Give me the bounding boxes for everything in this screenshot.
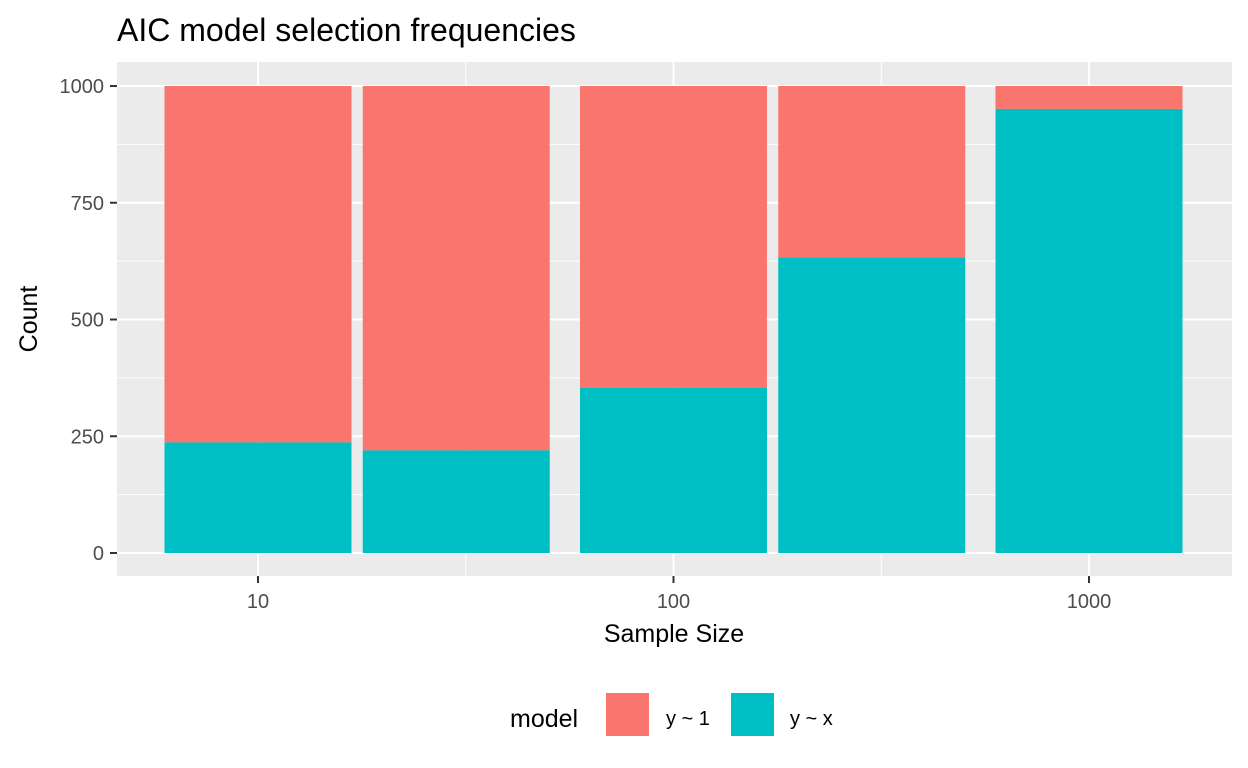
x-tick-label: 100: [657, 591, 690, 613]
legend-label-y-1: y ~ 1: [666, 708, 710, 730]
bar-y-1-30: [362, 86, 550, 451]
bar-y-x-10: [164, 442, 352, 553]
y-axis: 0 250 500 750 1000: [60, 76, 117, 565]
y-tick-label: 0: [93, 543, 104, 565]
y-axis-title: Count: [15, 286, 43, 353]
y-tick-label: 1000: [60, 76, 105, 98]
y-tick-label: 750: [71, 193, 104, 215]
x-axis-title: Sample Size: [604, 620, 744, 648]
legend-swatch-y-x: [731, 693, 774, 736]
bar-y-x-30: [362, 450, 550, 553]
chart-title: AIC model selection frequencies: [117, 12, 576, 48]
bar-y-1-1000: [995, 86, 1183, 109]
y-tick-label: 250: [71, 426, 104, 448]
x-tick-label: 10: [247, 591, 269, 613]
x-axis: 10 100 1000: [247, 576, 1111, 613]
bar-y-1-10: [164, 86, 352, 443]
bar-y-x-100: [580, 387, 767, 553]
legend: model y ~ 1 y ~ x: [510, 693, 833, 736]
y-tick-label: 500: [71, 310, 104, 332]
x-tick-label: 1000: [1067, 591, 1112, 613]
bar-y-1-300: [778, 86, 966, 258]
bars: [164, 86, 1183, 554]
legend-label-y-x: y ~ x: [790, 708, 833, 730]
bar-y-1-100: [580, 86, 767, 388]
legend-title: model: [510, 705, 578, 733]
bar-y-x-300: [778, 257, 966, 553]
legend-swatch-y-1: [606, 693, 649, 736]
bar-y-x-1000: [995, 108, 1183, 554]
